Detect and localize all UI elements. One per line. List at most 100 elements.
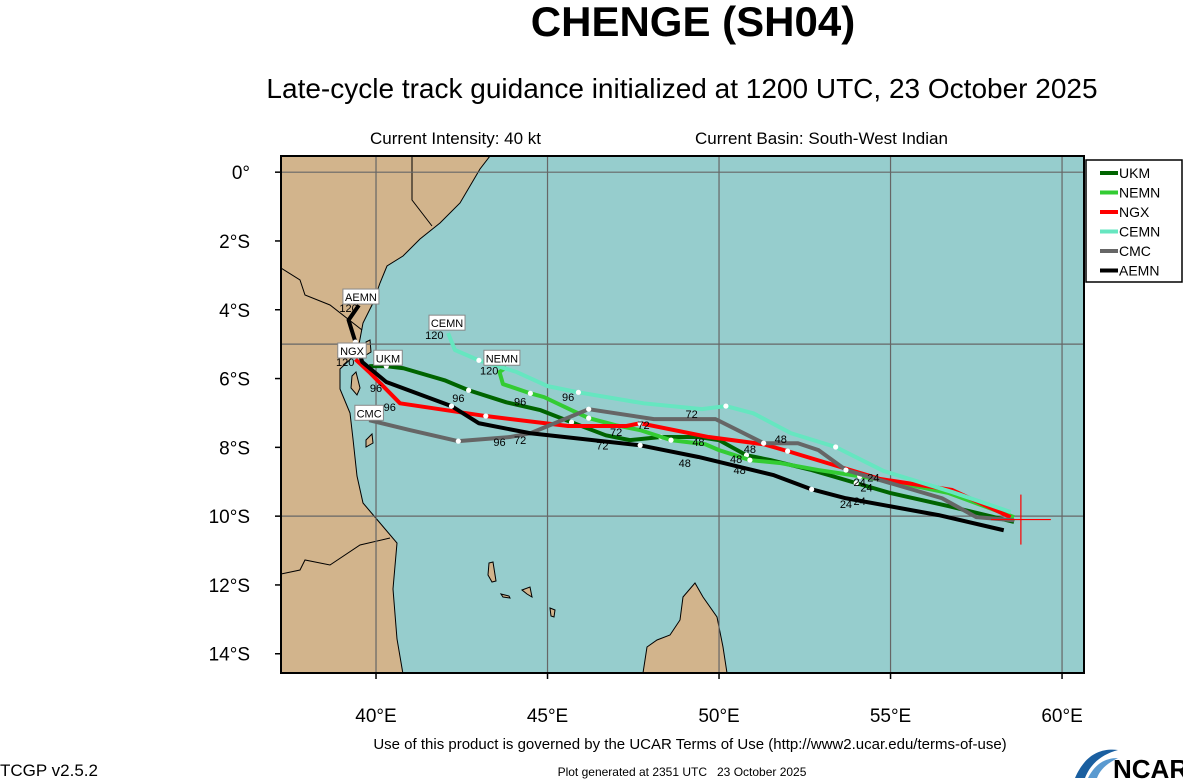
country-border xyxy=(281,267,363,331)
country-border xyxy=(411,156,433,227)
forecast-hour-label: 96 xyxy=(384,402,396,414)
model-tag-cemn: CEMN xyxy=(431,318,463,330)
model-tag-box xyxy=(342,288,380,305)
comoros-island xyxy=(487,561,497,583)
x-tick-label: 55°E xyxy=(870,706,911,727)
track-point xyxy=(668,437,674,443)
forecast-hour-label: 96 xyxy=(514,396,526,408)
forecast-hour-label: 96 xyxy=(370,383,382,395)
model-tag-nemn: NEMN xyxy=(486,353,518,365)
y-tick-label: 12°S xyxy=(209,576,250,597)
model-tag-box xyxy=(337,342,367,359)
forecast-hour-label: 120 xyxy=(480,365,498,377)
madagascar-landmass xyxy=(642,582,728,673)
current-position-marker xyxy=(990,494,1051,545)
y-tick-label: 4°S xyxy=(219,301,250,322)
track-point xyxy=(448,403,455,409)
track-point xyxy=(476,357,482,363)
forecast-hour-label: 120 xyxy=(425,330,443,342)
forecast-hour-label: 48 xyxy=(733,465,745,477)
model-tag-ngx: NGX xyxy=(340,346,365,358)
forecast-hour-label: 48 xyxy=(775,434,787,446)
track-point xyxy=(809,486,815,492)
model-tag-box xyxy=(354,404,384,421)
track-point xyxy=(747,457,753,463)
y-tick-label: 10°S xyxy=(209,507,250,528)
axes: 40°E 45°E 50°E 55°E 60°E 0° 2°S 4°S 6°S 8°S 10°S 12… xyxy=(209,163,1083,727)
forecast-hour-label: 120 xyxy=(336,357,354,369)
terms-of-use: Use of this product is governed by the U… xyxy=(373,736,1006,753)
forecast-hour-label: 96 xyxy=(493,437,505,449)
legend-label-cmc: CMC xyxy=(1119,243,1151,259)
y-tick-label: 2°S xyxy=(219,232,250,253)
forecast-hour-label: 24 xyxy=(854,477,866,489)
forecast-hour-label: 24 xyxy=(860,482,872,494)
forecast-hour-label: 72 xyxy=(514,435,526,447)
track-point xyxy=(527,390,533,396)
x-tick-label: 40°E xyxy=(355,706,396,727)
forecast-hour-label: 48 xyxy=(679,458,691,470)
track-point xyxy=(833,444,839,450)
track-point xyxy=(637,420,643,426)
track-cmc xyxy=(368,407,1015,523)
ncar-logo-swoosh-icon xyxy=(1075,749,1118,778)
track-point xyxy=(637,442,643,448)
forecast-hour-label: 72 xyxy=(596,440,608,452)
plot-generated: Plot generated at 2351 UTC 23 October 20… xyxy=(558,765,807,779)
track-ukm xyxy=(369,364,1015,524)
track-point xyxy=(575,389,581,395)
forecast-hour-label: 24 xyxy=(854,496,866,508)
mayotte-island xyxy=(549,607,556,618)
country-border xyxy=(281,537,391,575)
current-intensity: Current Intensity: 40 kt xyxy=(370,129,541,148)
track-point xyxy=(455,438,461,444)
track-point xyxy=(761,440,767,446)
forecast-hour-label: 96 xyxy=(562,392,574,404)
ncar-logo-text: NCAR xyxy=(1113,754,1183,780)
track-point xyxy=(466,387,472,393)
y-tick-label: 6°S xyxy=(219,370,250,391)
model-tag-box xyxy=(428,314,466,331)
y-tick-label: 8°S xyxy=(219,438,250,459)
forecast-hour-label: 72 xyxy=(685,409,697,421)
comoros-island xyxy=(521,586,533,599)
legend: UKM NEMN NGX CEMN CMC AEMN xyxy=(1085,159,1183,283)
model-tag-ukm: UKM xyxy=(376,353,400,365)
forecast-hour-label: 48 xyxy=(730,454,742,466)
model-tag-cmc: CMC xyxy=(357,408,382,420)
track-point xyxy=(586,415,592,421)
forecast-hour-label: 96 xyxy=(452,393,464,405)
legend-box xyxy=(1085,159,1183,283)
legend-label-nemn: NEMN xyxy=(1119,185,1160,201)
legend-label-ngx: NGX xyxy=(1119,204,1150,220)
comoros-island xyxy=(499,593,511,599)
africa-landmass xyxy=(281,156,491,673)
legend-label-aemn: AEMN xyxy=(1119,263,1159,279)
storm-title: CHENGE (SH04) xyxy=(531,0,855,45)
track-point xyxy=(568,419,575,425)
current-basin: Current Basin: South-West Indian xyxy=(695,129,948,148)
track-point xyxy=(483,413,489,419)
track-point xyxy=(853,480,859,486)
forecast-hour-label: 120 xyxy=(339,303,357,315)
model-tags: UKM NEMN NGX CEMN CMC AEMN xyxy=(337,288,521,421)
x-tick-label: 50°E xyxy=(698,706,739,727)
forecast-hour-label: 24 xyxy=(840,499,852,511)
track-point xyxy=(785,448,791,454)
model-tag-box xyxy=(373,349,403,366)
x-tick-label: 60°E xyxy=(1041,706,1082,727)
version-label: TCGP v2.5.2 xyxy=(0,761,98,780)
legend-label-cemn: CEMN xyxy=(1119,224,1160,240)
forecast-hour-label: 48 xyxy=(744,444,756,456)
zanzibar-island xyxy=(350,371,361,396)
map-frame xyxy=(280,155,1085,674)
x-tick-label: 45°E xyxy=(527,706,568,727)
y-tick-label: 14°S xyxy=(209,645,250,666)
model-tag-aemn: AEMN xyxy=(345,292,377,304)
mafia-island xyxy=(365,432,374,448)
forecast-hour-label: 72 xyxy=(637,420,649,432)
track-point xyxy=(586,406,592,412)
forecast-hour-label: 24 xyxy=(867,472,879,484)
